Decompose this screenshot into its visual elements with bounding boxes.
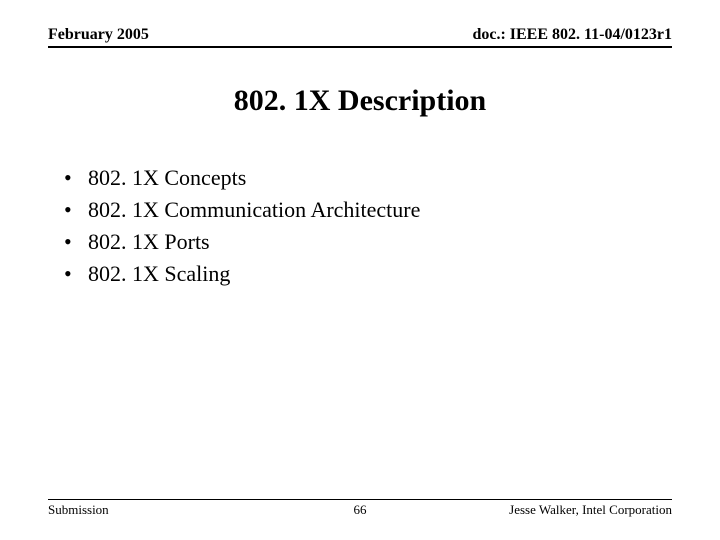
bullet-text: 802. 1X Concepts — [88, 162, 246, 194]
bullet-icon: • — [64, 226, 88, 258]
slide-title: 802. 1X Description — [48, 84, 672, 118]
footer-left: Submission — [48, 502, 109, 518]
bullet-text: 802. 1X Communication Architecture — [88, 194, 420, 226]
footer-right: Jesse Walker, Intel Corporation — [509, 502, 672, 518]
list-item: • 802. 1X Scaling — [64, 258, 672, 290]
list-item: • 802. 1X Ports — [64, 226, 672, 258]
slide: February 2005 doc.: IEEE 802. 11-04/0123… — [0, 0, 720, 540]
bullet-text: 802. 1X Scaling — [88, 258, 230, 290]
header-date: February 2005 — [48, 26, 149, 44]
header-doc-ref: doc.: IEEE 802. 11-04/0123r1 — [472, 26, 672, 44]
bullet-text: 802. 1X Ports — [88, 226, 210, 258]
slide-header: February 2005 doc.: IEEE 802. 11-04/0123… — [48, 26, 672, 48]
slide-footer: Submission 66 Jesse Walker, Intel Corpor… — [48, 499, 672, 518]
bullet-list: • 802. 1X Concepts • 802. 1X Communicati… — [48, 162, 672, 290]
bullet-icon: • — [64, 258, 88, 290]
list-item: • 802. 1X Communication Architecture — [64, 194, 672, 226]
bullet-icon: • — [64, 194, 88, 226]
list-item: • 802. 1X Concepts — [64, 162, 672, 194]
bullet-icon: • — [64, 162, 88, 194]
